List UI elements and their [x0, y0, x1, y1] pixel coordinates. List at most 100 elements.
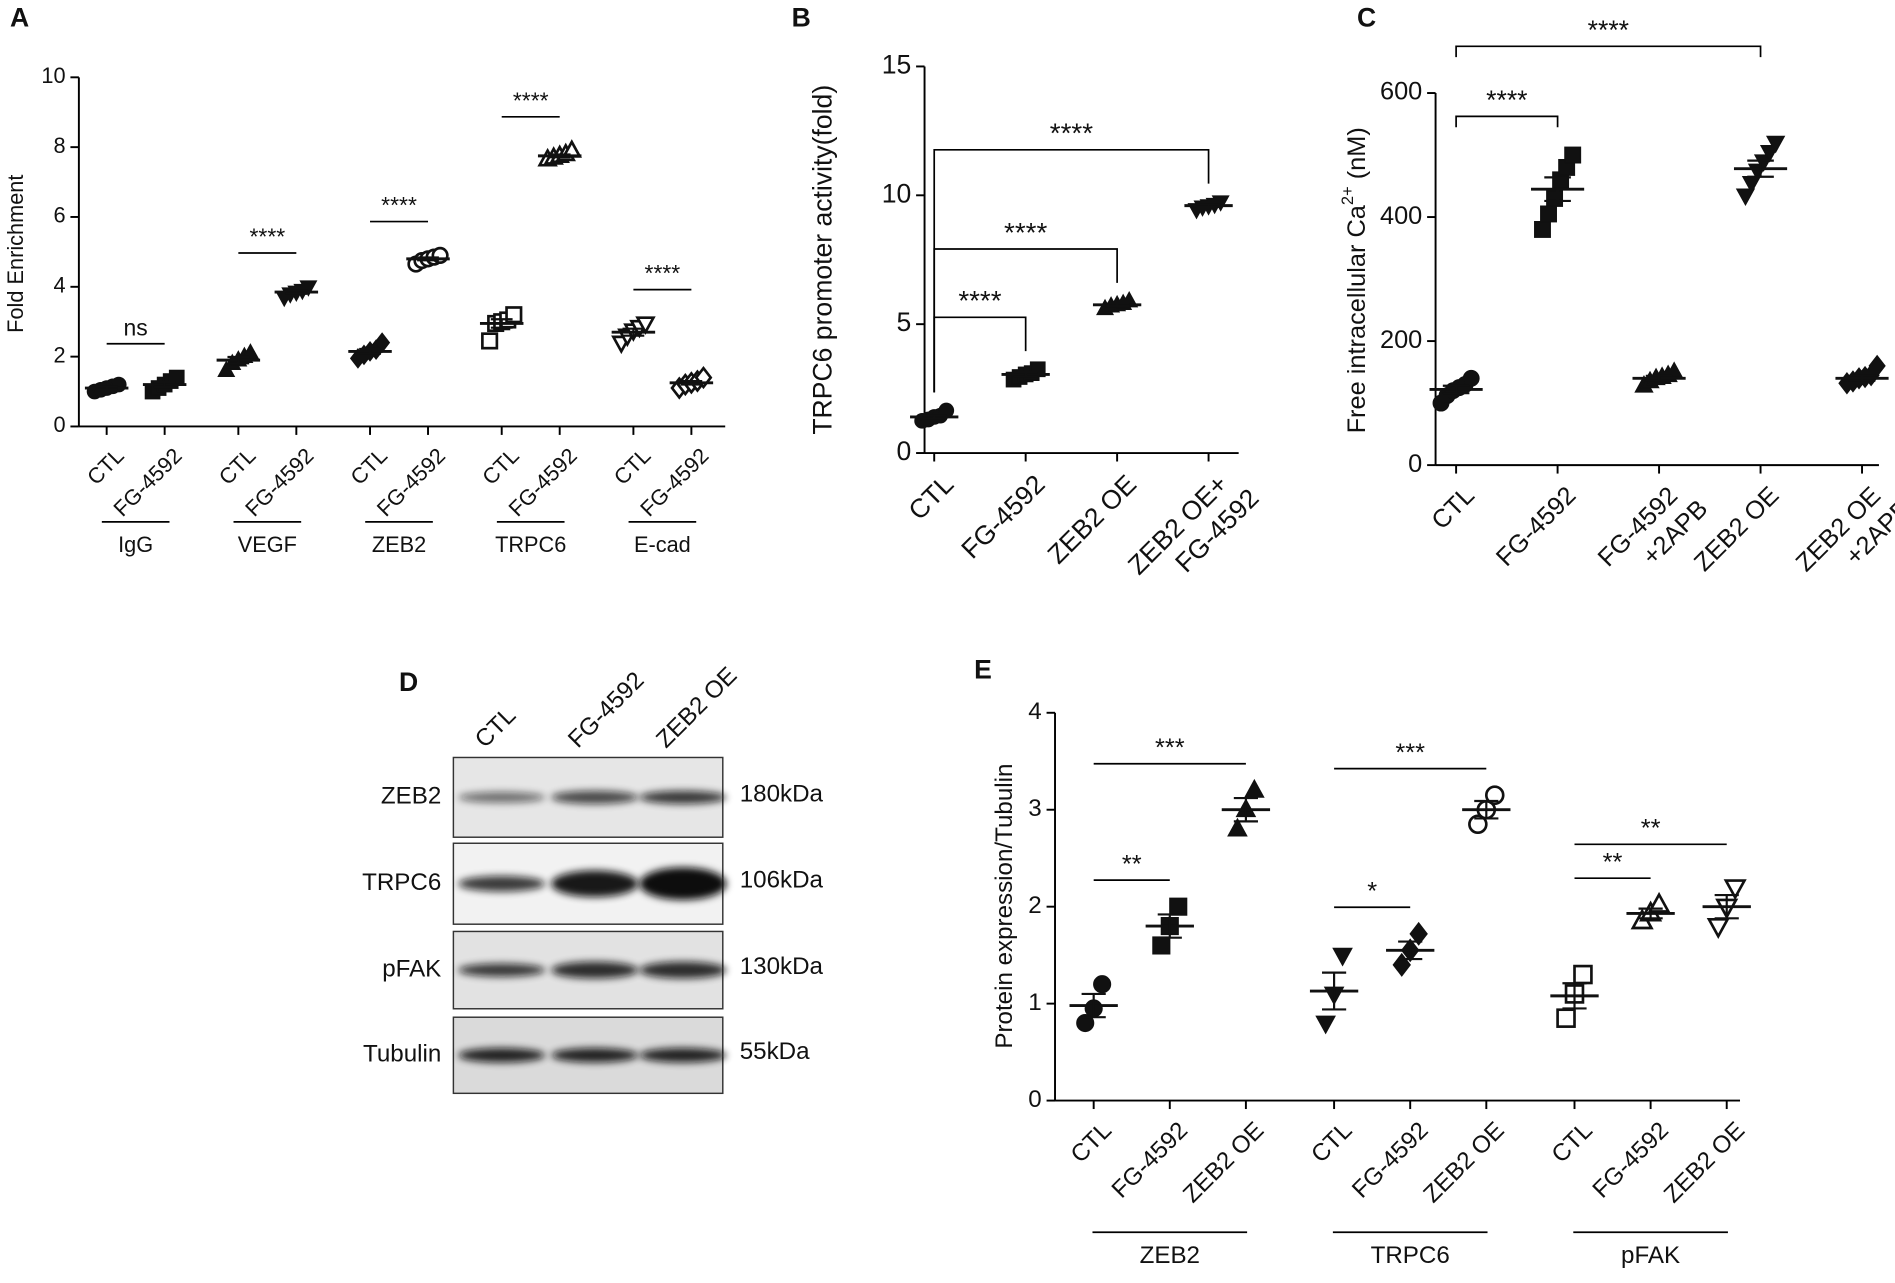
group-label: ZEB2	[1140, 1242, 1200, 1269]
data-point	[1556, 1008, 1576, 1028]
error-bar	[1848, 374, 1876, 382]
x-tick-label: ZEB2 OE+2APB	[1790, 473, 1895, 599]
blot-band	[551, 790, 639, 804]
y-axis-title: Protein expression/Tubulin	[991, 764, 1018, 1049]
y-tick-label: 0	[1408, 450, 1422, 478]
y-tick-label: 200	[1380, 326, 1422, 354]
significance-bracket	[1455, 45, 1762, 58]
data-point	[1534, 221, 1551, 238]
y-axis-title: TRPC6 promoter activity(fold)	[807, 85, 837, 435]
data-point	[1169, 897, 1188, 916]
data-point	[1868, 354, 1886, 378]
significance-label: **	[1122, 850, 1142, 878]
group-label: IgG	[118, 532, 153, 557]
error-bar	[680, 379, 703, 386]
y-tick-label: 1	[1028, 989, 1041, 1016]
error-bar	[1013, 371, 1038, 378]
y-tick-label: 0	[896, 436, 911, 466]
data-point	[299, 280, 318, 297]
y-tick-label: 2	[53, 342, 65, 367]
data-point	[1315, 1015, 1336, 1035]
x-tick-label: ZEB2 OE	[1689, 481, 1785, 577]
data-point	[1409, 921, 1428, 946]
significance-bracket	[1455, 115, 1559, 128]
data-point	[1706, 917, 1730, 939]
error-bar	[1638, 907, 1663, 920]
error-bar	[153, 381, 176, 389]
data-point	[1152, 936, 1171, 955]
row-label: Tubulin	[363, 1041, 441, 1068]
error-bar	[1233, 797, 1258, 823]
error-bar	[622, 327, 645, 337]
y-tick-label: 15	[882, 49, 912, 79]
data-point	[1573, 964, 1593, 985]
error-bar	[922, 414, 947, 420]
x-tick-label: CTL	[1066, 1117, 1117, 1168]
chart-panel: C Free intracellular Ca2+ (nM) 0 200 400 600 C…	[1340, 2, 1895, 599]
data-point	[1647, 891, 1671, 913]
significance-label: ****	[249, 224, 285, 250]
x-tick-label: CTL	[1426, 481, 1480, 535]
y-axis-title-part: (nM)	[1343, 127, 1371, 186]
y-tick-label: 10	[41, 63, 65, 88]
data-point	[1765, 135, 1786, 154]
x-tick-label: CTL	[477, 443, 524, 490]
data-point	[1211, 195, 1230, 212]
error-bar	[227, 355, 250, 365]
x-tick-label: CTL	[1306, 1117, 1357, 1168]
y-axis-title: Fold Enrichment	[3, 175, 28, 333]
y-tick-label: 400	[1380, 202, 1422, 230]
significance-label: ****	[645, 260, 681, 286]
error-bar	[1081, 992, 1106, 1019]
x-tick-label: CTL	[609, 443, 656, 490]
blot-band	[639, 867, 727, 901]
y-axis-title: Free intracellular Ca2+ (nM)	[1340, 127, 1371, 433]
significance-label: ****	[1486, 85, 1527, 115]
group-label: ZEB2	[372, 532, 426, 557]
error-bar	[1157, 913, 1182, 939]
significance-label: ****	[1588, 15, 1629, 45]
data-point	[1462, 369, 1480, 387]
blot-band	[639, 790, 727, 804]
lane-label: CTL	[470, 702, 521, 753]
x-tick-label: CTL	[1547, 1117, 1598, 1168]
significance-label: ***	[1395, 739, 1425, 767]
error-bar	[1442, 384, 1470, 395]
data-point	[1332, 947, 1353, 967]
group-label: VEGF	[238, 532, 297, 557]
error-bar	[417, 256, 439, 262]
y-tick-label: 0	[53, 412, 65, 437]
error-bar	[490, 318, 513, 329]
x-tick-label: FG-4592	[955, 469, 1050, 564]
data-point	[1468, 814, 1488, 835]
x-tick-label: CTL	[82, 443, 129, 490]
significance-bracket	[933, 148, 1210, 393]
data-point	[1564, 146, 1582, 164]
y-tick-label: 3	[1028, 795, 1041, 822]
lane-label: FG-4592	[563, 667, 649, 753]
x-tick-label: ZEB2 OE+FG-4592	[1122, 460, 1265, 603]
significance-label: **	[1603, 848, 1623, 876]
y-tick-label: 5	[896, 307, 911, 337]
lane-label: ZEB2 OE	[651, 662, 742, 753]
x-tick-label: ZEB2 OE	[1178, 1117, 1269, 1208]
group-label: pFAK	[1621, 1242, 1680, 1269]
data-point	[1735, 188, 1756, 207]
data-point	[1093, 975, 1112, 994]
y-tick-label: 10	[882, 178, 912, 208]
error-bar	[1105, 302, 1130, 308]
y-tick-label: 2	[1028, 892, 1041, 919]
data-point	[1227, 817, 1248, 837]
x-tick-label: CTL	[903, 469, 960, 526]
blot-band	[639, 961, 727, 979]
y-tick-label: 0	[1028, 1086, 1041, 1113]
group-label: E-cad	[634, 532, 691, 557]
x-tick-label: CTL	[214, 443, 261, 490]
size-label: 180kDa	[740, 780, 824, 807]
error-bar	[1562, 982, 1587, 1010]
panel-label: E	[974, 655, 992, 685]
x-tick-label: ZEB2 OE	[1418, 1117, 1509, 1208]
y-tick-label: 4	[53, 273, 65, 298]
panel-label: A	[10, 2, 29, 32]
